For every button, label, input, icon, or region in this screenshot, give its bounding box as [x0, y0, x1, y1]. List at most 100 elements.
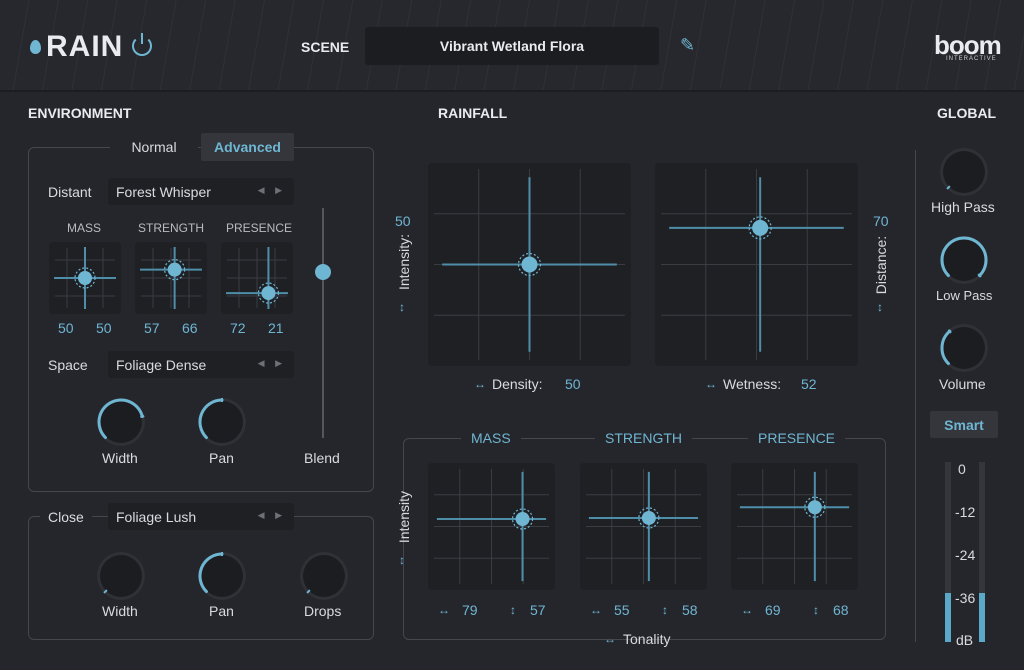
- edit-pencil-icon[interactable]: ✎: [680, 35, 696, 55]
- close-pan-knob[interactable]: [198, 552, 246, 600]
- rain-presence-pad[interactable]: [731, 463, 858, 590]
- tonality-axis-label: Tonality: [623, 631, 671, 647]
- meter-tick-36: -36: [955, 590, 976, 606]
- pad-handle: [515, 512, 530, 527]
- rain-mass-pad[interactable]: [428, 463, 555, 590]
- handle-ring: [74, 267, 96, 289]
- close-width-label: Width: [102, 603, 138, 619]
- distance-value: 70: [873, 213, 889, 229]
- distant-mass-pad[interactable]: [49, 242, 121, 314]
- knob-arc: [940, 329, 952, 366]
- knob-indicator: [947, 329, 952, 334]
- vertical-arrows-icon: ↕: [399, 300, 405, 314]
- knob-indicator: [946, 185, 951, 190]
- horizontal-arrows-icon: ↔: [604, 632, 616, 646]
- close-drops-label: Drops: [304, 603, 342, 619]
- distant-strength-label: STRENGTH: [138, 221, 204, 235]
- rainfall-heading: RAINFALL: [438, 105, 508, 121]
- rain-strength-label: STRENGTH: [595, 430, 692, 446]
- bottom-intensity-axis-label: Intensity: [396, 490, 412, 544]
- close-select[interactable]: Foliage Lush ◀ ▶: [108, 503, 294, 530]
- select-arrows-icon[interactable]: ◀ ▶: [257, 185, 286, 195]
- rain-presence-y: 68: [833, 602, 849, 618]
- knob-indicator: [140, 415, 145, 418]
- density-value: 50: [565, 376, 581, 392]
- blend-slider-track[interactable]: [322, 208, 324, 438]
- handle-ring: [748, 216, 772, 240]
- scene-label: SCENE: [301, 39, 350, 55]
- distant-presence-x: 72: [230, 320, 246, 336]
- close-select-value: Foliage Lush: [116, 508, 197, 525]
- tab-normal[interactable]: Normal: [110, 133, 198, 161]
- width-label: Width: [102, 450, 138, 466]
- pan-knob[interactable]: [198, 398, 246, 446]
- vertical-arrows-icon: ↕: [877, 300, 883, 314]
- close-drops-knob[interactable]: [300, 552, 348, 600]
- blend-slider-thumb[interactable]: [315, 264, 331, 281]
- distant-strength-x: 57: [144, 320, 160, 336]
- knob-indicator: [103, 589, 108, 594]
- meter-tick-24: -24: [955, 547, 976, 563]
- intensity-value: 50: [395, 213, 411, 229]
- close-label: Close: [40, 509, 92, 525]
- rain-mass-label: MASS: [461, 430, 521, 446]
- volume-label: Volume: [939, 376, 986, 392]
- power-icon[interactable]: [132, 33, 152, 56]
- rain-presence-x: 69: [765, 602, 781, 618]
- pad-handle: [167, 262, 182, 277]
- handle-ring: [257, 282, 280, 304]
- rain-strength-pad[interactable]: [580, 463, 707, 590]
- distant-select-value: Forest Whisper: [116, 183, 211, 200]
- brand-logo: boom: [934, 30, 1002, 60]
- distance-wetness-pad[interactable]: [655, 163, 858, 366]
- low-pass-knob[interactable]: [940, 236, 988, 284]
- distant-label: Distant: [48, 184, 92, 200]
- distant-presence-label: PRESENCE: [226, 221, 293, 235]
- intensity-density-pad[interactable]: [428, 163, 631, 366]
- distant-strength-pad[interactable]: [135, 242, 207, 314]
- horizontal-arrows-icon: ↔: [474, 377, 486, 391]
- knob-indicator: [306, 589, 311, 594]
- wetness-value: 52: [801, 376, 817, 392]
- scene-name-field[interactable]: Vibrant Wetland Flora: [365, 27, 659, 65]
- tab-advanced[interactable]: Advanced: [201, 133, 294, 161]
- pad-handle: [752, 219, 769, 236]
- select-arrows-icon[interactable]: ◀ ▶: [257, 358, 286, 368]
- volume-knob[interactable]: [940, 324, 988, 372]
- distant-presence-y: 21: [268, 320, 284, 336]
- space-label: Space: [48, 357, 88, 373]
- knob-arc: [97, 398, 144, 440]
- knob-indicator: [977, 273, 982, 278]
- distant-strength-y: 66: [182, 320, 198, 336]
- select-arrows-icon[interactable]: ◀ ▶: [257, 510, 286, 520]
- horizontal-arrows-icon: ↔: [705, 377, 717, 391]
- horizontal-arrows-icon: ↔: [741, 603, 753, 617]
- wetness-axis-label: Wetness:: [723, 376, 782, 392]
- pad-handle: [261, 286, 276, 301]
- knob-arc: [198, 398, 224, 440]
- vertical-arrows-icon: ↕: [813, 603, 819, 617]
- distant-mass-x: 50: [58, 320, 74, 336]
- smart-button[interactable]: Smart: [930, 411, 998, 438]
- pad-handle: [78, 271, 92, 285]
- rain-mass-x: 79: [462, 602, 478, 618]
- meter-tick-0: 0: [958, 461, 966, 477]
- distant-mass-y: 50: [96, 320, 112, 336]
- close-width-knob[interactable]: [97, 552, 145, 600]
- low-pass-label: Low Pass: [936, 288, 993, 303]
- high-pass-knob[interactable]: [940, 148, 988, 196]
- distant-select[interactable]: Forest Whisper ◀ ▶: [108, 178, 294, 205]
- pad-handle: [641, 510, 656, 525]
- meter-right-track: [979, 462, 985, 642]
- pan-label: Pan: [209, 450, 234, 466]
- space-select[interactable]: Foliage Dense ◀ ▶: [108, 351, 294, 378]
- rain-strength-x: 55: [614, 602, 630, 618]
- knob-arc: [198, 552, 224, 594]
- distant-presence-pad[interactable]: [221, 242, 293, 314]
- close-pan-label: Pan: [209, 603, 234, 619]
- vertical-arrows-icon: ↕: [399, 553, 405, 567]
- raindrop-icon: [30, 40, 41, 54]
- handle-ring: [511, 508, 534, 530]
- width-knob[interactable]: [97, 398, 145, 446]
- rain-strength-y: 58: [682, 602, 698, 618]
